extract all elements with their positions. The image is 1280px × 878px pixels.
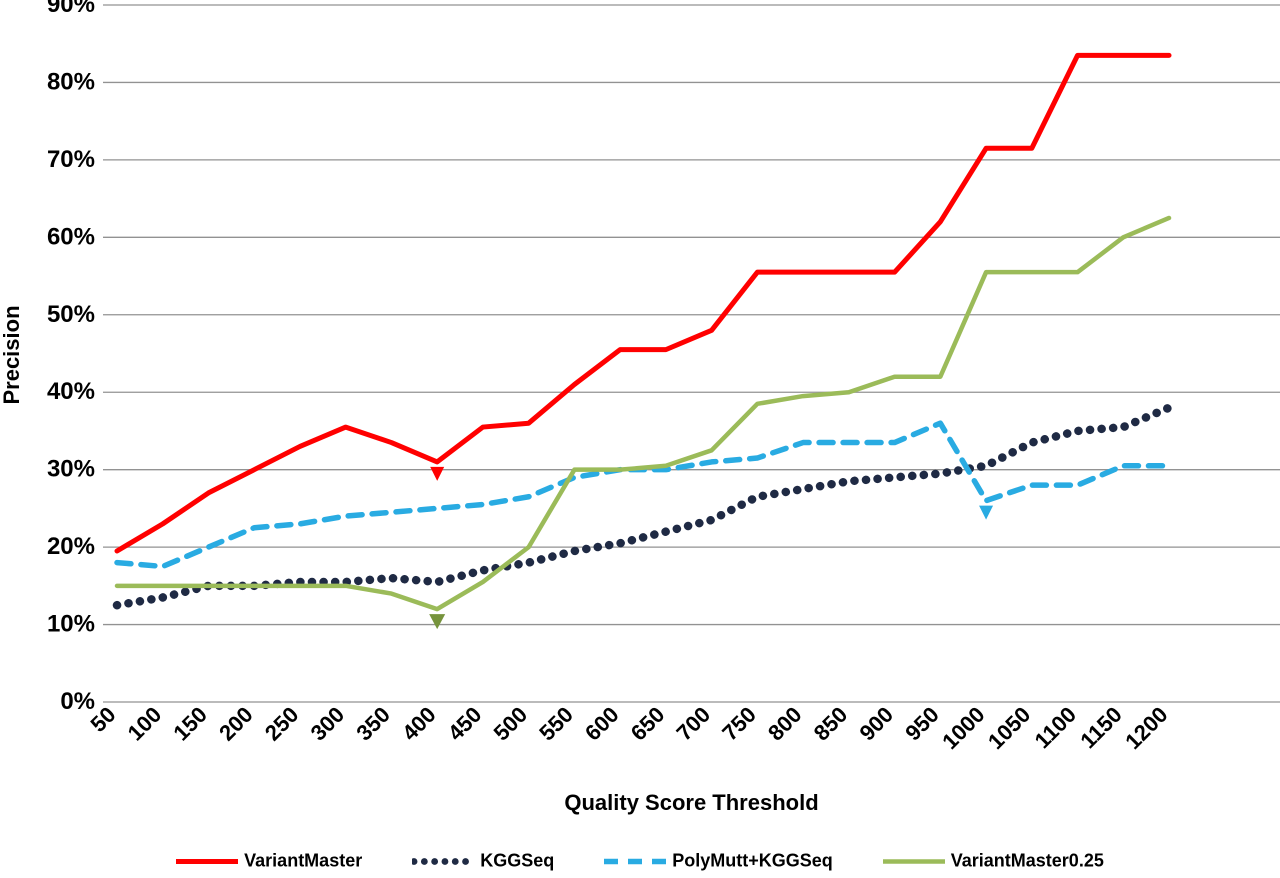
svg-text:30%: 30% <box>47 456 95 483</box>
svg-text:850: 850 <box>809 702 853 746</box>
svg-text:950: 950 <box>900 702 944 746</box>
svg-text:550: 550 <box>534 702 578 746</box>
svg-text:250: 250 <box>260 702 304 746</box>
svg-text:90%: 90% <box>47 0 95 18</box>
svg-text:1150: 1150 <box>1075 702 1126 753</box>
svg-text:750: 750 <box>717 702 761 746</box>
svg-text:600: 600 <box>580 702 624 746</box>
svg-text:100: 100 <box>123 702 167 746</box>
svg-text:20%: 20% <box>47 533 95 560</box>
svg-text:350: 350 <box>351 702 395 746</box>
svg-text:450: 450 <box>443 702 487 746</box>
svg-text:400: 400 <box>397 702 441 746</box>
svg-text:1200: 1200 <box>1120 702 1172 754</box>
svg-text:200: 200 <box>214 702 258 746</box>
svg-text:300: 300 <box>306 702 350 746</box>
svg-text:80%: 80% <box>47 68 95 95</box>
svg-text:650: 650 <box>626 702 670 746</box>
svg-text:1100: 1100 <box>1030 702 1081 753</box>
svg-text:70%: 70% <box>47 146 95 173</box>
svg-text:150: 150 <box>168 702 212 746</box>
svg-text:0%: 0% <box>60 688 95 715</box>
svg-text:1050: 1050 <box>983 702 1035 754</box>
svg-text:500: 500 <box>489 702 533 746</box>
svg-text:800: 800 <box>763 702 807 746</box>
svg-text:50%: 50% <box>47 301 95 328</box>
svg-text:900: 900 <box>854 702 898 746</box>
svg-text:40%: 40% <box>47 378 95 405</box>
svg-text:60%: 60% <box>47 223 95 250</box>
svg-text:700: 700 <box>672 702 716 746</box>
svg-text:10%: 10% <box>47 611 95 638</box>
svg-text:1000: 1000 <box>937 702 989 754</box>
